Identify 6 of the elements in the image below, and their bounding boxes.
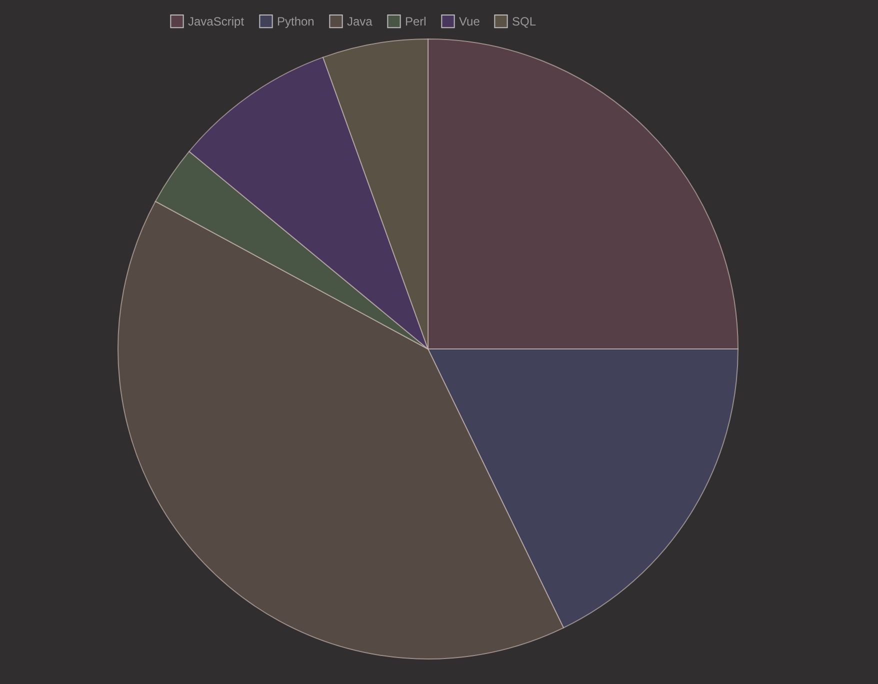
legend-label: SQL bbox=[512, 14, 536, 28]
legend-label: Java bbox=[347, 14, 373, 28]
legend-label: Vue bbox=[459, 14, 480, 28]
legend-label: Python bbox=[277, 14, 314, 28]
legend-label: JavaScript bbox=[188, 14, 245, 28]
legend-label: Perl bbox=[405, 14, 426, 28]
